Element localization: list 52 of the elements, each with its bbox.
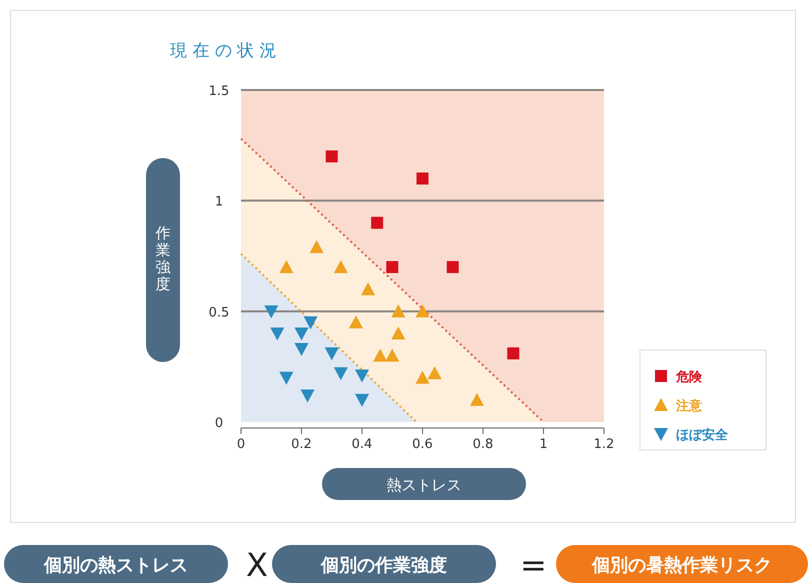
text: = <box>520 546 547 583</box>
point <box>310 240 324 254</box>
point <box>416 172 428 185</box>
point <box>300 389 315 402</box>
y-tick-label: 1 <box>214 194 224 210</box>
point <box>304 316 318 330</box>
point <box>386 261 398 274</box>
point <box>334 260 348 274</box>
point <box>391 304 406 318</box>
y-tick-label: 0 <box>214 416 224 431</box>
point <box>264 305 278 318</box>
point <box>391 326 406 340</box>
x-tick-label: 0.2 <box>291 437 312 452</box>
point <box>334 367 348 380</box>
x-tick-label: 1 <box>539 437 548 452</box>
point <box>371 216 384 229</box>
point <box>416 304 430 318</box>
x-tick-label: 0.8 <box>472 437 494 452</box>
x-axis-title: 熱ストレス <box>386 476 462 494</box>
y-axis-title: 作業強度 <box>154 224 170 293</box>
point <box>270 327 284 340</box>
point <box>361 282 376 296</box>
y-tick-label: 1.5 <box>208 84 230 99</box>
point <box>416 370 430 384</box>
text: X <box>246 546 268 583</box>
point <box>355 370 369 383</box>
point <box>279 372 294 385</box>
text: 個別の作業強度 <box>320 555 447 576</box>
point <box>294 327 308 340</box>
point <box>507 347 520 360</box>
x-tick-label: 0.6 <box>412 437 433 452</box>
point <box>446 261 459 274</box>
text: 個別の暑熱作業リスク <box>591 555 772 576</box>
point <box>294 342 308 356</box>
chart-title: 現 在 の 状 況 <box>170 41 277 61</box>
x-tick-label: 0.4 <box>352 437 372 452</box>
point <box>470 392 484 406</box>
point <box>279 260 294 274</box>
point <box>385 348 400 362</box>
legend-label: ほぼ安全 <box>676 427 729 443</box>
x-tick-label: 0 <box>236 437 246 452</box>
text: 個別の熱ストレス <box>43 555 188 576</box>
x-tick-label: 1.2 <box>594 437 614 452</box>
legend-label: 危険 <box>675 370 703 385</box>
point <box>373 348 388 362</box>
legend-label: 注意 <box>675 398 703 414</box>
point <box>428 366 442 380</box>
point <box>326 150 338 162</box>
y-tick-label: 0.5 <box>208 305 230 320</box>
point <box>355 394 369 407</box>
point <box>324 347 339 360</box>
point <box>348 315 363 328</box>
